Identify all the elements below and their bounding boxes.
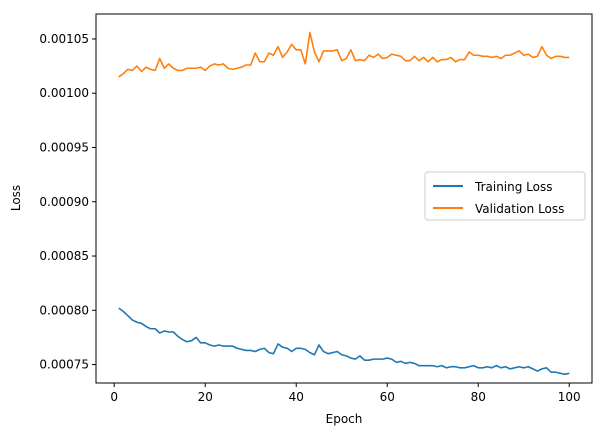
x-tick-label: 80 — [471, 390, 486, 404]
y-axis-ticks: 0.00075 0.00080 0.00085 0.00090 0.00095 0.001… — [39, 32, 96, 372]
legend-label-validation: Validation Loss — [475, 202, 564, 216]
y-tick-label: 0.00105 — [39, 32, 89, 46]
y-tick-label: 0.00075 — [39, 358, 89, 372]
series-lines — [118, 31, 570, 376]
legend-box — [424, 171, 586, 221]
y-tick-label: 0.00100 — [39, 86, 89, 100]
series-line-training-loss — [118, 307, 570, 376]
y-tick-label: 0.00085 — [39, 249, 89, 263]
x-tick-label: 60 — [380, 390, 395, 404]
x-axis-label: Epoch — [326, 412, 363, 426]
y-tick-label: 0.00090 — [39, 195, 89, 209]
legend: Training Loss Validation Loss — [424, 171, 586, 221]
y-axis-label: Loss — [9, 185, 23, 211]
x-tick-label: 40 — [289, 390, 304, 404]
x-axis-ticks: 0 20 40 60 80 100 — [110, 383, 581, 404]
x-tick-label: 100 — [558, 390, 581, 404]
x-tick-label: 20 — [198, 390, 213, 404]
plot-frame — [95, 13, 593, 384]
y-tick-label: 0.00095 — [39, 140, 89, 154]
y-tick-label: 0.00080 — [39, 303, 89, 317]
legend-label-training: Training Loss — [474, 180, 552, 194]
x-tick-label: 0 — [110, 390, 118, 404]
series-line-validation-loss — [118, 31, 570, 78]
